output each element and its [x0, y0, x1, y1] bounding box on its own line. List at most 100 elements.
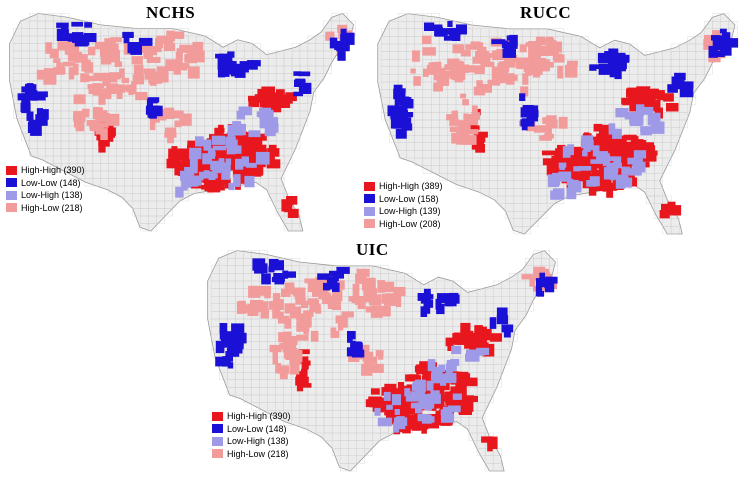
county-high-high — [635, 88, 645, 94]
county-low-low — [259, 263, 268, 274]
county-low-low — [57, 32, 63, 38]
county-high-high — [629, 102, 640, 112]
county-low-high — [208, 171, 216, 180]
county-high-high — [474, 325, 483, 332]
county-high-high — [450, 386, 456, 394]
county-low-low — [719, 45, 732, 56]
county-low-high — [562, 146, 571, 158]
county-high-low — [300, 300, 309, 309]
county-high-low — [440, 73, 449, 86]
county-high-low — [522, 73, 529, 85]
county-high-low — [449, 118, 459, 126]
county-low-high — [478, 348, 485, 356]
county-high-high — [581, 148, 595, 161]
county-high-high — [653, 100, 661, 112]
county-low-low — [393, 88, 406, 100]
county-high-low — [278, 332, 286, 343]
county-low-low — [431, 24, 443, 30]
county-high-high — [275, 89, 285, 98]
county-low-high — [225, 158, 232, 165]
county-high-low — [553, 54, 565, 63]
county-low-low — [123, 35, 130, 44]
county-high-low — [451, 110, 459, 122]
county-low-low — [247, 60, 261, 67]
county-high-low — [449, 126, 461, 133]
county-high-low — [712, 30, 725, 37]
county-low-low — [219, 53, 233, 64]
county-high-low — [290, 349, 303, 363]
county-high-low — [99, 44, 112, 57]
county-high-low — [454, 70, 464, 83]
county-low-low — [61, 23, 69, 34]
county-high-low — [272, 306, 281, 319]
county-high-high — [542, 158, 557, 166]
map-panel-nchs: NCHS High-High (390) Low-Low (148) Low-H… — [0, 0, 375, 240]
county-low-low — [227, 51, 235, 58]
county-high-low — [98, 122, 109, 128]
county-high-low — [466, 129, 479, 135]
county-high-low — [88, 84, 96, 95]
county-high-high — [214, 177, 223, 187]
county-high-high — [464, 377, 478, 387]
county-low-high — [425, 402, 433, 411]
county-low-high — [592, 145, 600, 157]
county-high-low — [179, 44, 193, 53]
county-high-high — [487, 437, 494, 447]
county-high-low — [395, 294, 402, 308]
county-low-low — [598, 63, 613, 75]
county-high-low — [460, 50, 471, 57]
county-low-low — [719, 28, 727, 34]
county-high-low — [119, 68, 125, 79]
county-high-low — [281, 288, 291, 297]
legend-swatch — [212, 436, 223, 446]
county-high-high — [667, 201, 676, 214]
county-high-high — [612, 165, 625, 178]
county-low-high — [189, 147, 202, 160]
legend-item: High-Low (218) — [212, 448, 291, 461]
county-low-low — [402, 117, 412, 126]
county-high-high — [621, 97, 630, 105]
county-high-high — [262, 101, 271, 110]
county-high-low — [248, 285, 261, 298]
county-high-low — [175, 52, 183, 64]
county-high-low — [341, 311, 354, 318]
county-high-low — [121, 85, 130, 91]
county-low-low — [402, 97, 412, 109]
county-low-high — [175, 186, 184, 198]
county-low-low — [489, 317, 497, 329]
legend-swatch — [364, 206, 375, 216]
county-low-low — [392, 115, 401, 125]
county-high-high — [630, 96, 637, 103]
county-high-low — [247, 303, 259, 316]
county-high-high — [183, 159, 192, 166]
county-high-high — [171, 152, 180, 161]
county-high-low — [322, 297, 330, 305]
county-high-high — [598, 160, 605, 171]
county-high-low — [365, 306, 374, 313]
county-low-low — [261, 273, 271, 285]
county-high-high — [553, 151, 565, 159]
county-low-low — [671, 76, 682, 88]
county-low-high — [199, 171, 206, 179]
county-high-high — [576, 171, 590, 182]
county-high-high — [593, 123, 603, 132]
county-high-low — [325, 31, 335, 41]
county-high-low — [452, 44, 465, 54]
legend-swatch — [364, 181, 375, 191]
map-legend: High-High (390) Low-Low (148) Low-High (… — [212, 410, 291, 460]
county-low-low — [401, 123, 413, 131]
county-low-low — [451, 30, 461, 41]
county-low-high — [207, 148, 216, 159]
county-high-low — [526, 68, 538, 75]
us-county-map — [9, 13, 356, 232]
county-high-high — [197, 163, 203, 175]
county-high-low — [149, 119, 156, 131]
county-high-high — [591, 169, 601, 181]
county-high-low — [471, 105, 478, 116]
county-low-low — [609, 66, 617, 78]
county-high-high — [630, 148, 637, 157]
county-low-low — [219, 327, 226, 340]
county-low-low — [231, 338, 244, 350]
county-low-low — [72, 32, 84, 43]
county-high-low — [369, 356, 378, 364]
